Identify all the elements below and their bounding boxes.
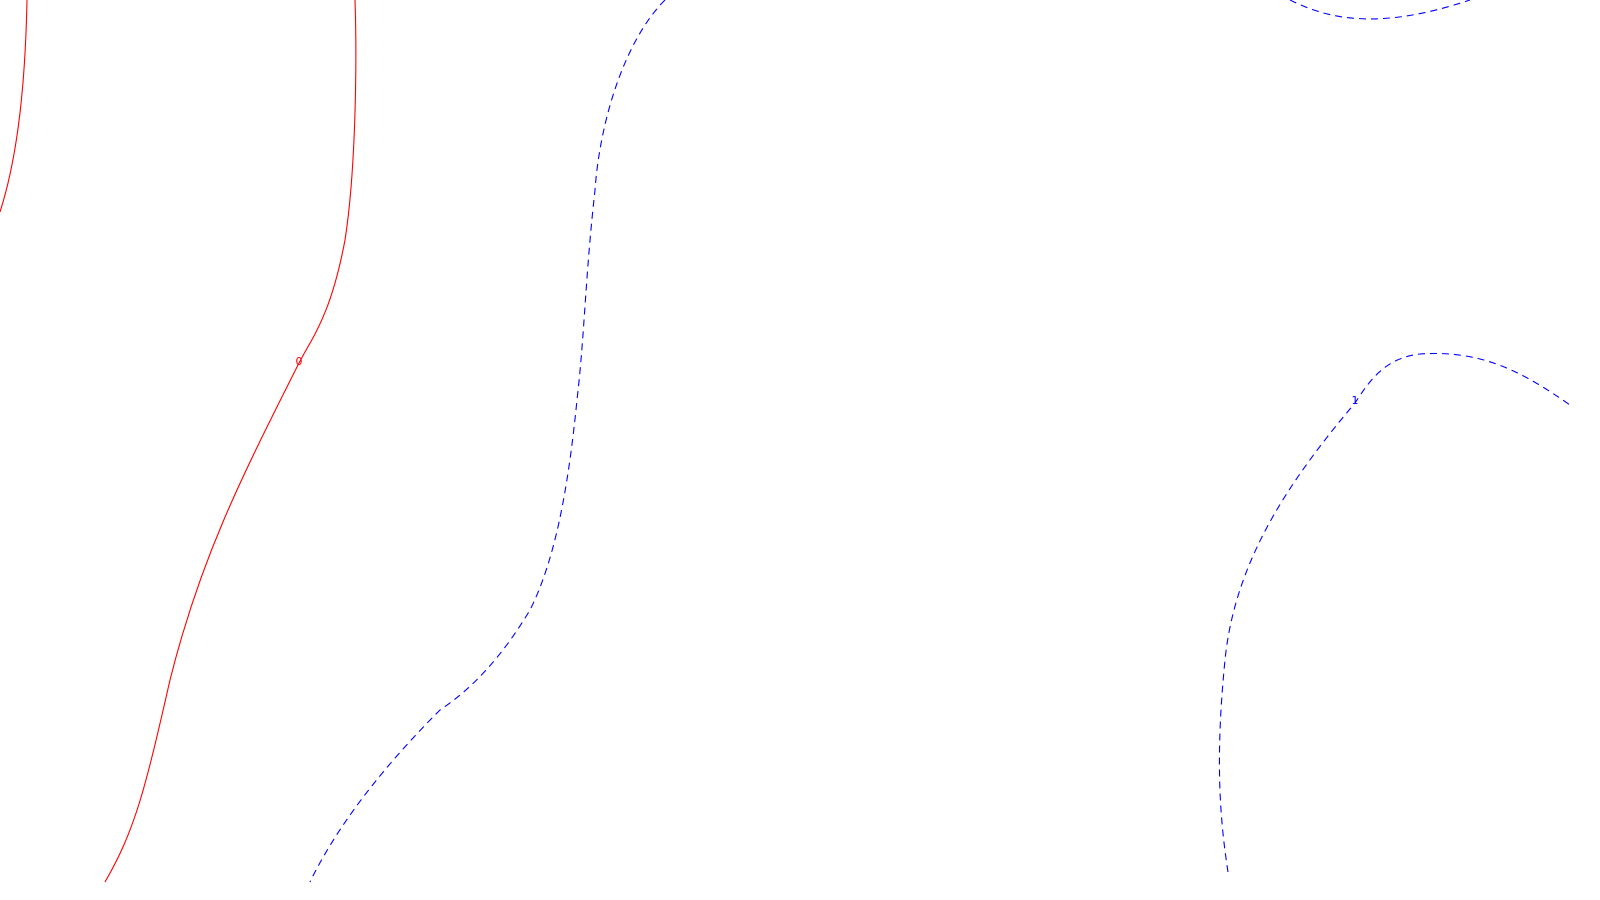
contour-line-level-0-segment-2 bbox=[104, 0, 357, 883]
contour-line-level-1-segment-1 bbox=[309, 0, 666, 883]
contour-line-level-1-segment-3 bbox=[1218, 352, 1571, 873]
contour-label-level-0: 0 bbox=[296, 355, 303, 368]
contour-line-level-1-segment-2 bbox=[1289, 0, 1471, 20]
contour-lines-group bbox=[0, 0, 1571, 883]
contour-line-level-0-segment-1 bbox=[0, 0, 28, 213]
contour-label-level-1: 1 bbox=[1352, 394, 1359, 407]
contour-labels-group: 01 bbox=[296, 355, 1359, 407]
